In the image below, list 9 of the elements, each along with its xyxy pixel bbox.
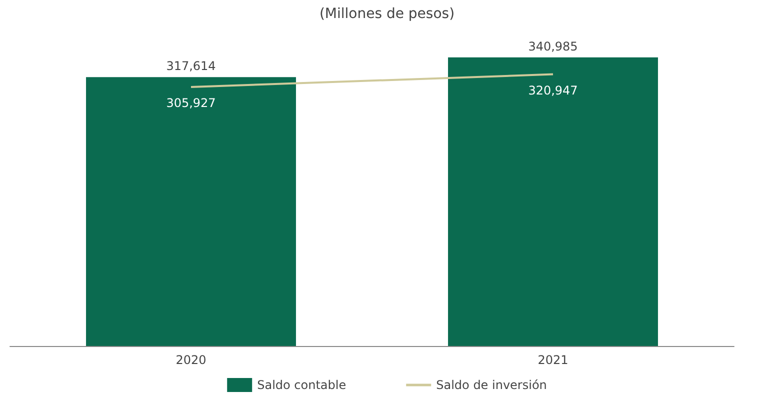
legend-label: Saldo de inversión <box>436 378 547 392</box>
x-tick-label: 2020 <box>176 353 206 367</box>
chart-title: (Millones de pesos) <box>319 6 455 22</box>
x-tick-label: 2021 <box>538 353 568 367</box>
data-label: 305,927 <box>166 96 216 110</box>
data-label: 340,985 <box>528 39 578 54</box>
data-label: 317,614 <box>166 59 216 74</box>
legend-label: Saldo contable <box>257 378 346 392</box>
data-label: 320,947 <box>528 83 578 98</box>
